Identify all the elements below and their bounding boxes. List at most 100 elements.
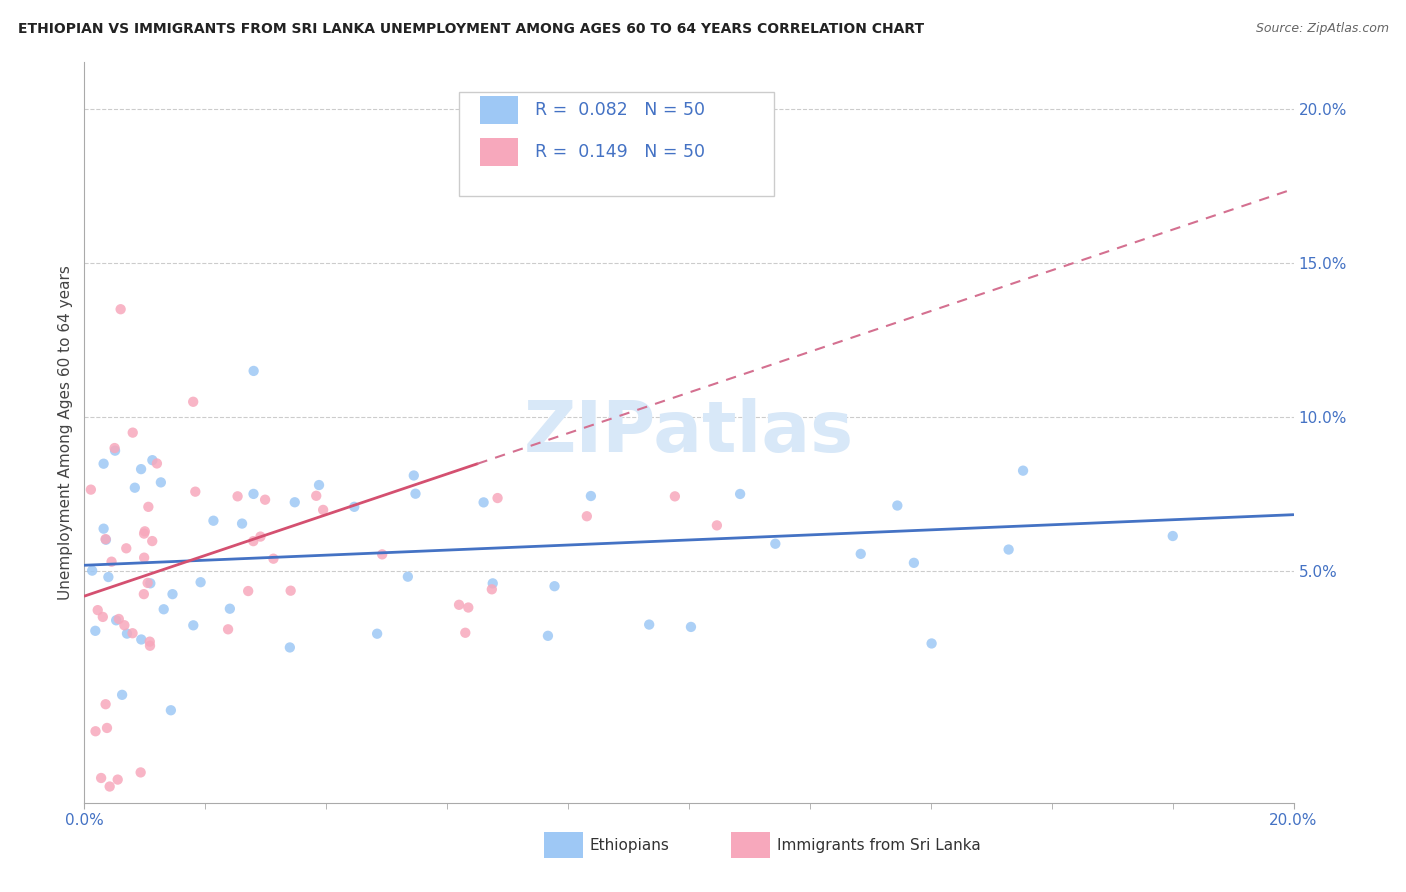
Point <box>84 624 107 638</box>
Point <box>242 487 264 501</box>
Point <box>280 583 302 598</box>
Point <box>457 600 479 615</box>
Point <box>763 537 786 551</box>
Point <box>664 489 686 503</box>
Point <box>138 500 160 514</box>
Point <box>706 518 728 533</box>
Point <box>121 425 143 440</box>
Point <box>87 603 110 617</box>
Point <box>486 491 509 505</box>
Bar <box>544 831 582 858</box>
Point <box>217 622 239 636</box>
Point <box>921 636 943 650</box>
Point <box>396 570 419 584</box>
Point <box>190 575 212 590</box>
Text: R =  0.149   N = 50: R = 0.149 N = 50 <box>536 143 706 161</box>
Point <box>454 625 477 640</box>
Point <box>105 613 128 627</box>
Point <box>146 457 169 471</box>
Point <box>249 530 271 544</box>
Point <box>262 551 284 566</box>
Point <box>111 688 134 702</box>
Point <box>472 495 495 509</box>
Point <box>98 780 121 794</box>
Point <box>579 489 602 503</box>
Point <box>104 441 127 455</box>
Point <box>402 468 425 483</box>
Point <box>134 524 156 539</box>
Point <box>254 492 277 507</box>
Point <box>124 481 146 495</box>
Point <box>121 626 143 640</box>
Point <box>537 629 560 643</box>
Point <box>91 610 114 624</box>
Point <box>181 618 204 632</box>
Point <box>181 394 204 409</box>
Point <box>94 697 117 711</box>
Point <box>84 724 107 739</box>
Text: Immigrants from Sri Lanka: Immigrants from Sri Lanka <box>778 838 981 853</box>
Point <box>278 640 301 655</box>
Point <box>110 302 132 317</box>
Point <box>543 579 565 593</box>
Point <box>242 534 264 549</box>
Point <box>202 514 225 528</box>
Text: R =  0.082   N = 50: R = 0.082 N = 50 <box>536 101 706 119</box>
Point <box>80 483 103 497</box>
Point <box>160 703 183 717</box>
Point <box>149 475 172 490</box>
Point <box>90 771 112 785</box>
Point <box>903 556 925 570</box>
Point <box>231 516 253 531</box>
Point <box>308 478 330 492</box>
Point <box>226 489 249 503</box>
Bar <box>479 138 519 166</box>
Point <box>100 555 122 569</box>
Point <box>132 526 155 541</box>
Point <box>129 632 152 647</box>
Point <box>638 617 661 632</box>
Point <box>136 576 159 591</box>
Point <box>184 484 207 499</box>
Point <box>132 587 155 601</box>
Point <box>1161 529 1184 543</box>
Point <box>679 620 702 634</box>
FancyBboxPatch shape <box>460 92 773 195</box>
Y-axis label: Unemployment Among Ages 60 to 64 years: Unemployment Among Ages 60 to 64 years <box>58 265 73 600</box>
Point <box>115 541 138 556</box>
Text: Ethiopians: Ethiopians <box>589 838 669 853</box>
Point <box>849 547 872 561</box>
Point <box>112 618 135 632</box>
Point <box>93 457 115 471</box>
Point <box>238 584 260 599</box>
Point <box>481 582 503 597</box>
Point <box>141 534 163 549</box>
Point <box>366 626 388 640</box>
Point <box>97 570 120 584</box>
Point <box>139 639 162 653</box>
Point <box>108 612 131 626</box>
Text: ZIPatlas: ZIPatlas <box>524 398 853 467</box>
Point <box>134 550 156 565</box>
Point <box>886 499 908 513</box>
Point <box>728 487 751 501</box>
Point <box>371 547 394 561</box>
Point <box>284 495 307 509</box>
Point <box>242 364 264 378</box>
Point <box>115 626 138 640</box>
Point <box>139 634 162 648</box>
Point <box>575 509 598 524</box>
Point <box>162 587 184 601</box>
Point <box>997 542 1019 557</box>
Point <box>152 602 174 616</box>
Point <box>96 721 118 735</box>
Point <box>405 486 427 500</box>
Point <box>1012 464 1035 478</box>
Point <box>94 533 117 547</box>
Point <box>218 601 240 615</box>
Point <box>141 453 163 467</box>
Point <box>129 765 152 780</box>
Point <box>93 522 115 536</box>
Point <box>104 443 127 458</box>
Point <box>94 532 117 546</box>
